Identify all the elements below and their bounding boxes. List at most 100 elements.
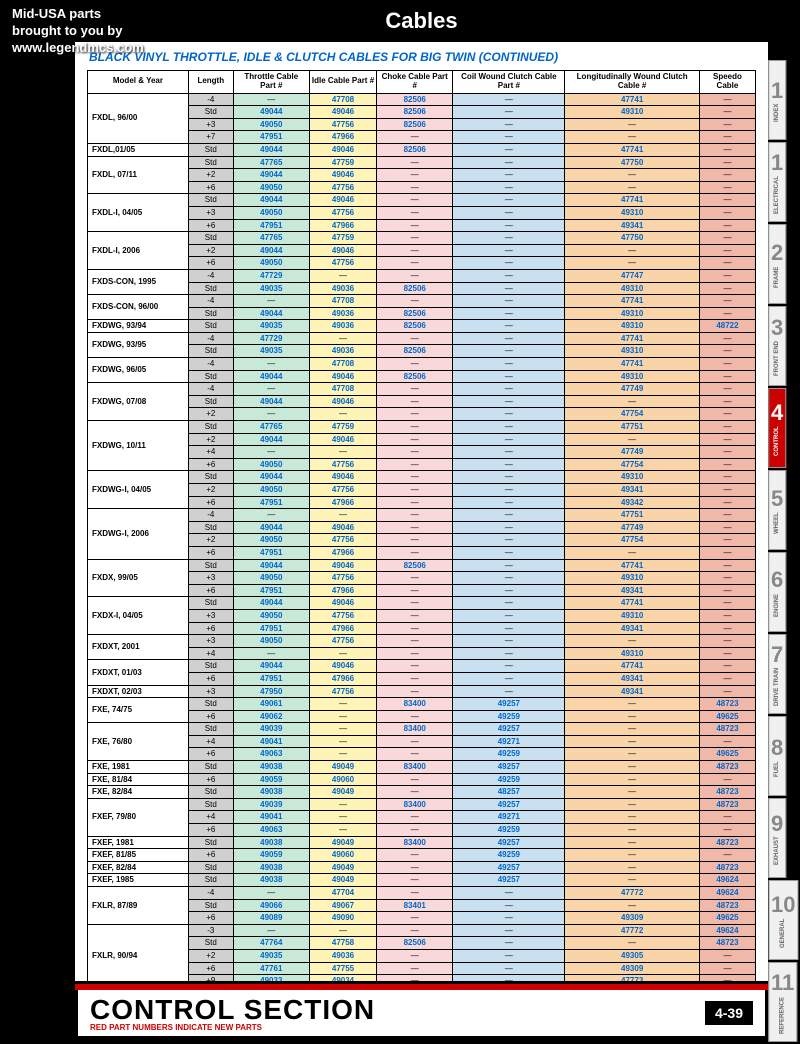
model-cell: FXDWG-I, 04/05 bbox=[88, 471, 189, 509]
data-cell: — bbox=[453, 949, 565, 962]
data-cell: Std bbox=[188, 874, 233, 887]
section-tab[interactable]: ENGINE6 bbox=[768, 552, 786, 632]
data-cell: Std bbox=[188, 307, 233, 320]
data-cell: 49089 bbox=[233, 912, 309, 925]
table-row: +64795147966——49341— bbox=[88, 584, 756, 597]
data-cell: 47749 bbox=[565, 446, 699, 459]
data-cell: — bbox=[699, 206, 755, 219]
data-cell: 47754 bbox=[565, 408, 699, 421]
data-cell: — bbox=[453, 887, 565, 900]
data-cell: 47708 bbox=[309, 383, 376, 396]
section-tab[interactable]: REFERENCE11 bbox=[768, 962, 797, 1042]
section-tab[interactable]: CONTROL4 bbox=[768, 388, 786, 468]
data-cell: 47759 bbox=[309, 232, 376, 245]
data-cell: — bbox=[699, 647, 755, 660]
section-tab[interactable]: GENERAL10 bbox=[768, 880, 798, 960]
data-cell: 49063 bbox=[233, 748, 309, 761]
section-tab[interactable]: FRAME2 bbox=[768, 224, 786, 304]
table-row: +64905047756——47754— bbox=[88, 458, 756, 471]
data-cell: — bbox=[377, 887, 453, 900]
data-cell: — bbox=[453, 106, 565, 119]
col-header: Choke Cable Part # bbox=[377, 71, 453, 94]
data-cell: 49050 bbox=[233, 257, 309, 270]
table-row: +649063——49259—49625 bbox=[88, 748, 756, 761]
table-row: Std490444904682506—49310— bbox=[88, 370, 756, 383]
data-cell: — bbox=[453, 345, 565, 358]
table-row: FXEF, 1981Std49038490498340049257—48723 bbox=[88, 836, 756, 849]
data-cell: — bbox=[377, 962, 453, 975]
data-cell: — bbox=[377, 622, 453, 635]
section-tab[interactable]: EXHAUST9 bbox=[768, 798, 786, 878]
data-cell: 47951 bbox=[233, 622, 309, 635]
data-cell: 49259 bbox=[453, 773, 565, 786]
data-cell: Std bbox=[188, 899, 233, 912]
section-tab[interactable]: INDEX1 bbox=[768, 60, 786, 140]
table-row: +649063——49259—— bbox=[88, 824, 756, 837]
data-cell: — bbox=[699, 635, 755, 648]
data-cell: 49044 bbox=[233, 143, 309, 156]
data-cell: — bbox=[377, 584, 453, 597]
wm3: www.legendmcs.com bbox=[12, 40, 144, 55]
section-tab[interactable]: FUEL8 bbox=[768, 716, 786, 796]
data-cell: 49050 bbox=[233, 609, 309, 622]
data-cell: +6 bbox=[188, 672, 233, 685]
data-cell: 49044 bbox=[233, 194, 309, 207]
data-cell: — bbox=[699, 458, 755, 471]
data-cell: 49271 bbox=[453, 735, 565, 748]
data-cell: — bbox=[699, 660, 755, 673]
data-cell: — bbox=[699, 332, 755, 345]
data-cell: 49050 bbox=[233, 635, 309, 648]
data-cell: +6 bbox=[188, 849, 233, 862]
data-cell: +2 bbox=[188, 949, 233, 962]
data-cell: — bbox=[377, 421, 453, 434]
data-cell: 49310 bbox=[565, 572, 699, 585]
data-cell: — bbox=[453, 332, 565, 345]
table-row: Std490664906783401——48723 bbox=[88, 899, 756, 912]
data-cell: +4 bbox=[188, 811, 233, 824]
section-tab[interactable]: FRONT END3 bbox=[768, 306, 786, 386]
data-cell: 49063 bbox=[233, 824, 309, 837]
data-cell: — bbox=[453, 383, 565, 396]
data-cell: — bbox=[377, 861, 453, 874]
data-cell: — bbox=[565, 836, 699, 849]
section-tab[interactable]: ELECTRICAL1 bbox=[768, 142, 786, 222]
data-cell: — bbox=[699, 572, 755, 585]
data-cell: — bbox=[453, 534, 565, 547]
data-cell: +3 bbox=[188, 572, 233, 585]
model-cell: FXDWG, 96/05 bbox=[88, 358, 189, 383]
data-cell: — bbox=[565, 118, 699, 131]
section-tab[interactable]: DRIVE TRAIN7 bbox=[768, 634, 786, 714]
data-cell: 47765 bbox=[233, 156, 309, 169]
data-cell: — bbox=[565, 181, 699, 194]
table-row: +4————49310— bbox=[88, 647, 756, 660]
data-cell: — bbox=[233, 446, 309, 459]
table-row: FXDS-CON, 1995-447729———47747— bbox=[88, 269, 756, 282]
table-row: FXDL-I, 04/05Std4904449046——47741— bbox=[88, 194, 756, 207]
data-cell: — bbox=[565, 786, 699, 799]
data-cell: 47756 bbox=[309, 257, 376, 270]
data-cell: — bbox=[453, 421, 565, 434]
data-cell: Std bbox=[188, 345, 233, 358]
section-tab[interactable]: WHEEL5 bbox=[768, 470, 786, 550]
data-cell: — bbox=[233, 924, 309, 937]
data-cell: 49257 bbox=[453, 836, 565, 849]
model-cell: FXDL-I, 04/05 bbox=[88, 194, 189, 232]
data-cell: 83400 bbox=[377, 836, 453, 849]
data-cell: 47741 bbox=[565, 597, 699, 610]
data-cell: 49044 bbox=[233, 244, 309, 257]
model-cell: FXEF, 81/85 bbox=[88, 849, 189, 862]
table-row: +64795147966——49341— bbox=[88, 219, 756, 232]
data-cell: +2 bbox=[188, 408, 233, 421]
data-cell: 49036 bbox=[309, 345, 376, 358]
data-cell: — bbox=[377, 710, 453, 723]
table-row: Std490354903682506—49310— bbox=[88, 345, 756, 358]
data-cell: — bbox=[453, 257, 565, 270]
data-cell: 48723 bbox=[699, 761, 755, 774]
data-cell: — bbox=[377, 181, 453, 194]
data-cell: — bbox=[453, 118, 565, 131]
data-cell: Std bbox=[188, 698, 233, 711]
data-cell: 47756 bbox=[309, 685, 376, 698]
data-cell: 49624 bbox=[699, 874, 755, 887]
data-cell: 48723 bbox=[699, 899, 755, 912]
data-cell: +3 bbox=[188, 118, 233, 131]
